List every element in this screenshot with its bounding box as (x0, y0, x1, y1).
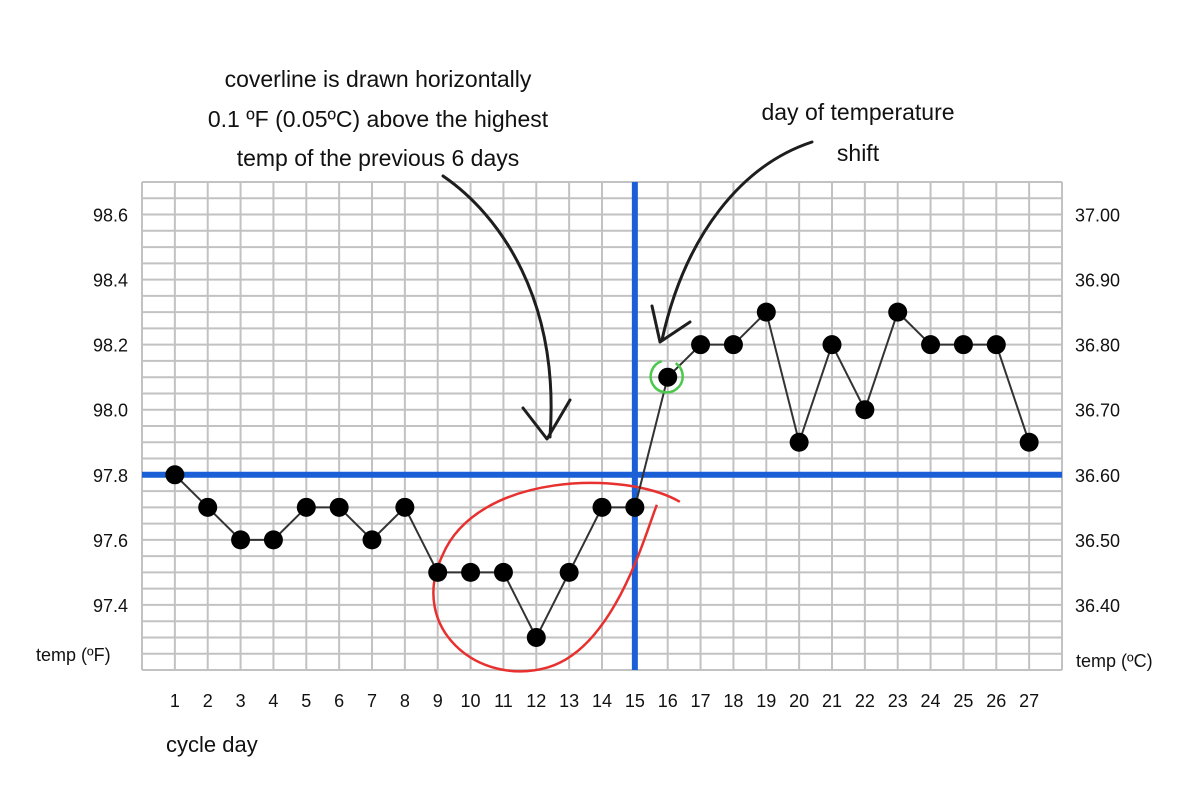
data-point-day-10 (461, 562, 481, 582)
y-tick-right: 37.00 (1075, 206, 1120, 226)
x-tick: 21 (822, 691, 842, 711)
x-tick: 4 (268, 691, 278, 711)
data-point-day-19 (756, 302, 776, 322)
shift-note-line-1: day of temperature (761, 99, 954, 125)
x-tick: 14 (592, 691, 612, 711)
data-point-day-4 (263, 530, 283, 550)
data-point-day-11 (493, 562, 513, 582)
data-point-day-18 (723, 335, 743, 355)
y-tick-right: 36.90 (1075, 271, 1120, 291)
x-tick: 15 (625, 691, 645, 711)
coverline-note-line-2: 0.1 ºF (0.05ºC) above the highest (208, 106, 549, 132)
x-axis-label: cycle day (166, 732, 258, 757)
x-tick: 8 (400, 691, 410, 711)
data-point-day-21 (822, 335, 842, 355)
data-point-day-3 (231, 530, 251, 550)
x-tick: 3 (236, 691, 246, 711)
x-tick: 16 (658, 691, 678, 711)
data-point-day-27 (1019, 432, 1039, 452)
x-tick: 25 (953, 691, 973, 711)
y-tick-left: 97.8 (93, 466, 128, 486)
x-tick: 17 (691, 691, 711, 711)
data-point-day-12 (526, 627, 546, 647)
y-axis-right-ticks: 37.00 36.90 36.80 36.70 36.60 36.50 36.40 (1075, 206, 1120, 616)
data-point-day-15 (625, 497, 645, 517)
x-tick: 19 (756, 691, 776, 711)
data-point-day-14 (592, 497, 612, 517)
data-point-day-9 (428, 562, 448, 582)
y-axis-left-label: temp (ºF) (36, 645, 111, 665)
x-tick: 26 (986, 691, 1006, 711)
x-tick: 7 (367, 691, 377, 711)
shift-arrowhead (650, 304, 692, 344)
y-tick-left: 98.4 (93, 271, 128, 291)
y-tick-right: 36.50 (1075, 531, 1120, 551)
x-tick: 23 (888, 691, 908, 711)
y-tick-left: 97.4 (93, 596, 128, 616)
low-region-circle (432, 481, 681, 673)
data-point-day-26 (986, 335, 1006, 355)
x-tick: 12 (526, 691, 546, 711)
shift-arrow (660, 140, 814, 342)
temperature-series (165, 302, 1039, 647)
data-point-day-2 (198, 497, 218, 517)
data-point-day-20 (789, 432, 809, 452)
data-point-day-5 (296, 497, 316, 517)
y-tick-left: 98.0 (93, 401, 128, 421)
x-tick: 22 (855, 691, 875, 711)
data-point-day-8 (395, 497, 415, 517)
data-point-day-1 (165, 465, 185, 485)
x-tick: 11 (494, 691, 513, 711)
y-tick-left: 98.2 (93, 336, 128, 356)
shift-highlight-circle (649, 360, 684, 394)
annotation-arrows (441, 140, 814, 441)
data-point-day-22 (855, 400, 875, 420)
x-tick: 20 (789, 691, 809, 711)
y-tick-left: 98.6 (93, 206, 128, 226)
x-tick: 9 (433, 691, 443, 711)
data-point-day-23 (888, 302, 908, 322)
shift-note-line-2: shift (837, 140, 880, 166)
y-tick-right: 36.40 (1075, 596, 1120, 616)
data-point-day-17 (691, 335, 711, 355)
data-point-day-7 (362, 530, 382, 550)
coverline-arrowhead (521, 398, 572, 441)
x-tick: 13 (559, 691, 579, 711)
y-tick-left: 97.6 (93, 531, 128, 551)
coverline-group (142, 182, 1062, 670)
x-axis-ticks: 1 2 3 4 5 6 7 8 9 10 11 12 13 14 15 16 17 18 19 20 21 22 23 24 2… (170, 691, 1039, 711)
data-point-day-16 (658, 367, 678, 387)
data-point-day-6 (329, 497, 349, 517)
x-tick: 10 (461, 691, 481, 711)
y-tick-right: 36.60 (1075, 466, 1120, 486)
x-tick: 24 (921, 691, 941, 711)
y-axis-left-ticks: 98.6 98.4 98.2 98.0 97.8 97.6 97.4 (93, 206, 128, 616)
y-tick-right: 36.70 (1075, 401, 1120, 421)
x-tick: 27 (1019, 691, 1039, 711)
data-point-day-25 (953, 335, 973, 355)
shift-annotation: day of temperature shift (761, 99, 954, 166)
coverline-note-line-3: temp of the previous 6 days (237, 145, 520, 171)
chart-grid (141, 181, 1063, 671)
x-tick: 18 (723, 691, 743, 711)
y-tick-right: 36.80 (1075, 336, 1120, 356)
x-tick: 1 (170, 691, 180, 711)
data-point-day-13 (559, 562, 579, 582)
x-tick: 5 (301, 691, 311, 711)
coverline-annotation: coverline is drawn horizontally 0.1 ºF (… (208, 66, 549, 171)
y-axis-right-label: temp (ºC) (1076, 651, 1153, 671)
low-region-circle-group (432, 481, 681, 673)
coverline-arrow (441, 174, 553, 439)
x-tick: 6 (334, 691, 344, 711)
data-point-day-24 (921, 335, 941, 355)
coverline-note-line-1: coverline is drawn horizontally (225, 66, 532, 92)
x-tick: 2 (203, 691, 213, 711)
